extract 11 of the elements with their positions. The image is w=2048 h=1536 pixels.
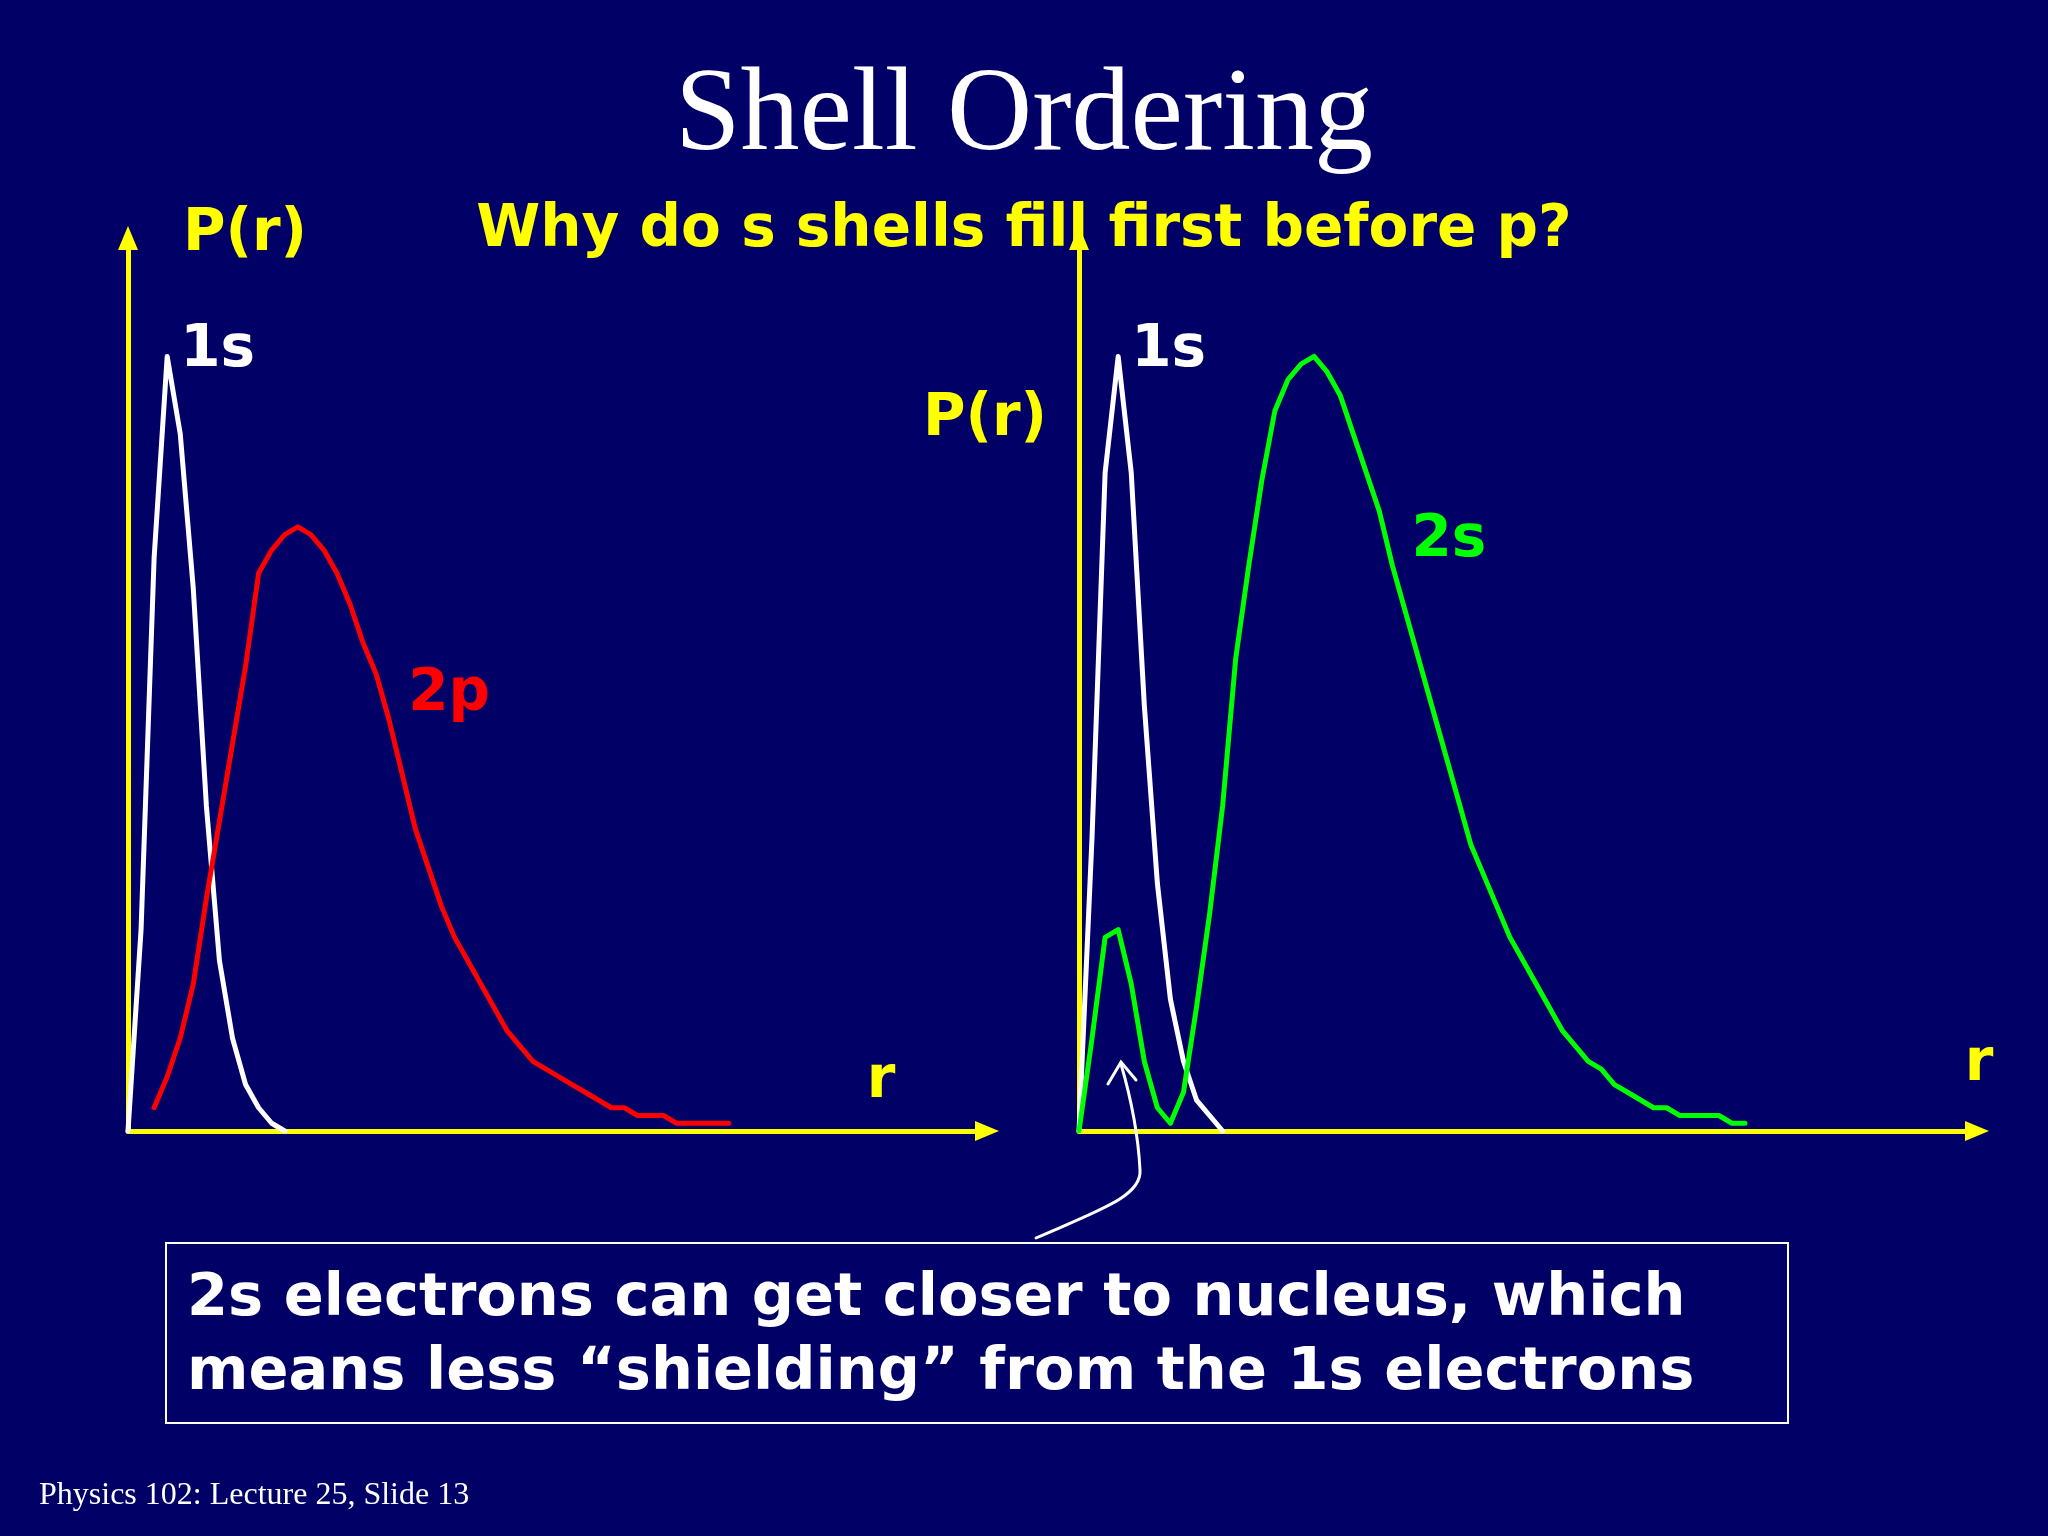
- y-axis-title: P(r): [182, 196, 308, 264]
- text: Physics 102: Lecture 25, Slide 13: [39, 1475, 470, 1512]
- series-label: 1s: [180, 312, 256, 381]
- text: 2s electrons can get closer to nucleus, which means less “shielding” from the 1s electrons: [165, 1242, 1789, 1424]
- x-axis-title: r: [1964, 1026, 1994, 1094]
- chart-title: Shell Ordering: [673, 44, 1374, 175]
- y-axis-title: P(r): [922, 381, 1048, 449]
- series-label: 1s: [1131, 312, 1207, 381]
- series-label: 2s: [1411, 501, 1487, 570]
- series-label: 2p: [408, 656, 491, 725]
- x-axis-title: r: [866, 1043, 896, 1111]
